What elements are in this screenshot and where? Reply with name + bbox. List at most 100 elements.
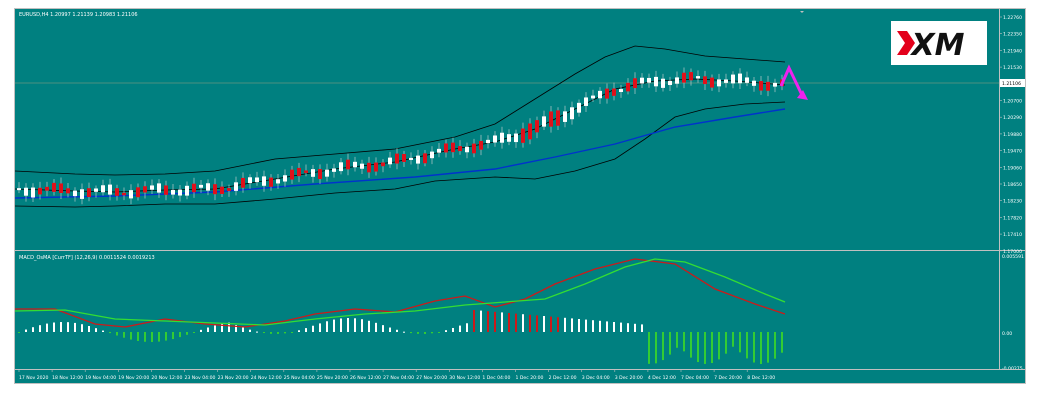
histogram-bar [683, 332, 685, 352]
histogram-bar [340, 318, 342, 332]
candle-bull [647, 77, 651, 83]
current-price-marker [1000, 79, 1025, 87]
histogram-bar [662, 332, 664, 361]
histogram-bar [557, 317, 559, 332]
histogram-bar [739, 332, 741, 353]
candle-bull [339, 162, 343, 172]
histogram-bar [648, 332, 650, 364]
candle-bull [101, 185, 105, 193]
time-tick-label: 1 Dec 04:00 [482, 375, 510, 381]
histogram-bar [424, 332, 426, 334]
candle-bear [45, 186, 49, 191]
time-tick-label: 25 Nov 20:00 [317, 375, 348, 381]
price-chart-panel[interactable]: EURUSD,H4 1.20997 1.21139 1.20983 1.2110… [14, 9, 999, 249]
histogram-bar [298, 330, 300, 332]
histogram-bar [620, 322, 622, 332]
histogram-bar [690, 332, 692, 358]
candle-bull [619, 89, 623, 93]
histogram-bar [529, 314, 531, 332]
candle-bull [773, 82, 777, 87]
time-tick-label: 4 Dec 12:00 [648, 375, 676, 381]
trading-terminal: EURUSD,H4 1.20997 1.21139 1.20983 1.2110… [14, 8, 1026, 384]
candle-bear [115, 188, 119, 196]
macd-panel-background[interactable] [15, 252, 999, 369]
macd-header-text: MACD_OsMA [CurrTF] (12,26,9) 0.0011524 0… [19, 255, 155, 261]
candle-bull [493, 135, 497, 143]
histogram-bar [508, 313, 510, 332]
candle-bear [318, 169, 322, 180]
histogram-bar [144, 332, 146, 342]
time-axis[interactable]: 17 Nov 2020 18 Nov 12:00 19 Nov 04:00 19 No… [18, 369, 775, 381]
candle-bear [766, 81, 770, 91]
price-tick-label: 1.22350 [1003, 32, 1022, 38]
candle-bear [143, 186, 147, 193]
candle-bull [129, 190, 133, 199]
candle-bear [59, 183, 63, 193]
price-tick-label: 1.19880 [1003, 132, 1022, 138]
histogram-bar [669, 332, 671, 355]
candle-bear [304, 170, 308, 173]
histogram-bar [116, 332, 118, 336]
candle-bull [500, 132, 504, 143]
candle-bull [360, 163, 364, 169]
candle-bear [458, 146, 462, 152]
candle-bear [626, 82, 630, 92]
candle-bull [675, 77, 679, 84]
candle-bull [542, 116, 546, 127]
xm-logo-mark [897, 31, 915, 55]
candle-bear [451, 142, 455, 153]
histogram-bar [543, 316, 545, 332]
candle-bull [437, 148, 441, 153]
candle-bear [136, 187, 140, 198]
histogram-bar [718, 332, 720, 360]
candle-bull [654, 76, 658, 87]
macd-panel[interactable]: MACD_OsMA [CurrTF] (12,26,9) 0.0011524 0… [14, 252, 999, 369]
time-tick-label: 20 Nov 12:00 [151, 375, 182, 381]
candle-bull [80, 189, 84, 199]
price-tick-label: 1.22760 [1003, 15, 1022, 21]
candle-bull [206, 183, 210, 191]
candle-bear [556, 110, 560, 126]
macd-scale[interactable]: 0.005591 0.00 -0.00275 [1002, 254, 1024, 372]
candle-bull [24, 187, 28, 196]
candle-bear [374, 162, 378, 172]
histogram-bar [158, 332, 160, 342]
price-scale[interactable]: 1.22760 1.22350 1.21940 1.21530 1.20700 1.202… [999, 9, 1025, 369]
price-chart-background[interactable] [15, 9, 999, 249]
time-tick-label: 26 Nov 12:00 [350, 375, 381, 381]
candle-bear [395, 153, 399, 164]
histogram-bar [165, 332, 167, 341]
histogram-bar [102, 330, 104, 332]
candle-bear [521, 128, 525, 143]
histogram-bar [452, 327, 454, 332]
histogram-bar [641, 324, 643, 332]
macd-line [15, 258, 786, 328]
time-tick-label: 7 Dec 20:00 [714, 375, 742, 381]
histogram-bar [235, 325, 237, 332]
candle-bull [416, 155, 420, 164]
candle-bull [731, 74, 735, 84]
histogram-bar [676, 332, 678, 348]
histogram-bar [193, 332, 195, 333]
histogram-bar [522, 314, 524, 332]
candle-bear [297, 167, 301, 177]
histogram-bar [403, 331, 405, 333]
time-tick-label: 1 Dec 20:00 [516, 375, 544, 381]
candle-bull [185, 185, 189, 196]
histogram-bar [389, 327, 391, 332]
time-tick-label: 3 Dec 20:00 [615, 375, 643, 381]
chart-header-text: EURUSD,H4 1.20997 1.21139 1.20983 1.2110… [19, 12, 138, 18]
histogram-bar [382, 325, 384, 332]
histogram-bar [613, 322, 615, 332]
time-tick-label: 3 Dec 04:00 [582, 375, 610, 381]
candle-bull [353, 161, 357, 168]
candle-bear [220, 186, 224, 194]
collapse-triangle-icon[interactable] [800, 11, 804, 13]
histogram-bar [725, 332, 727, 354]
histogram-bar [536, 315, 538, 332]
price-tick-label: 1.20290 [1003, 115, 1022, 121]
candle-bear [269, 177, 273, 187]
xm-logo-text: XM [910, 28, 965, 63]
histogram-bar [459, 325, 461, 332]
